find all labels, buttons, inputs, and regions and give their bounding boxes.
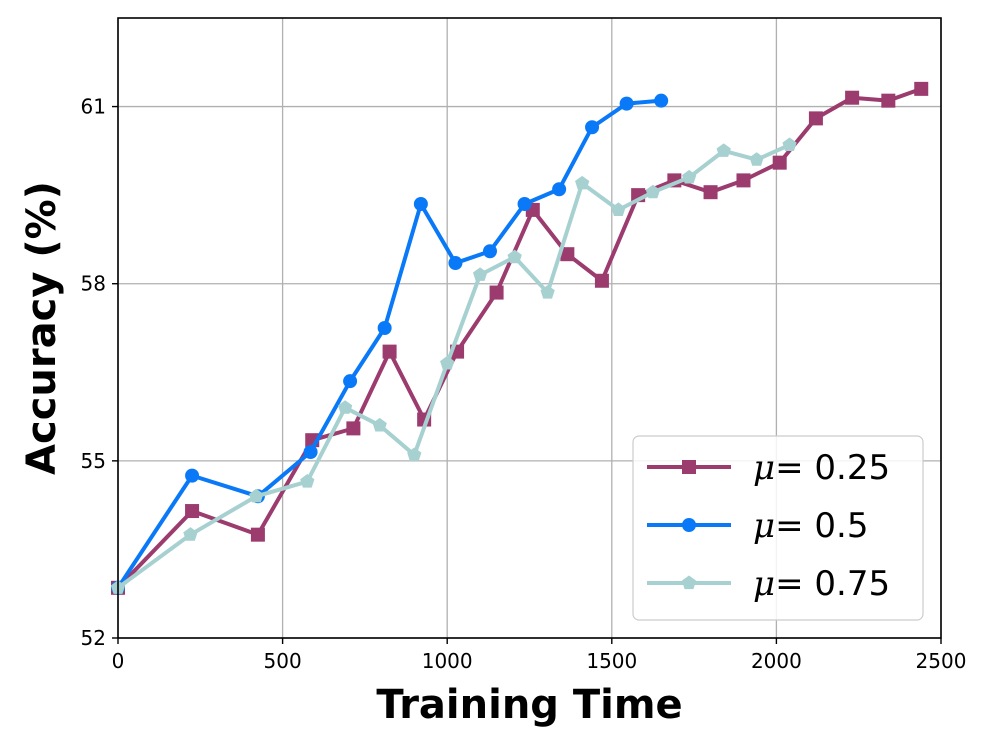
series-layer — [110, 81, 929, 595]
data-point — [845, 90, 860, 105]
y-tick-label: 61 — [81, 95, 106, 119]
data-point — [645, 184, 661, 199]
data-point — [540, 285, 555, 299]
data-point — [808, 111, 823, 126]
x-axis-label: Training Time — [376, 682, 682, 728]
legend-mu-symbol: μ — [753, 564, 775, 604]
legend-mu-symbol: μ — [753, 448, 775, 488]
data-point — [782, 137, 797, 152]
data-point — [881, 93, 896, 108]
y-axis-ticks: 52 55 58 61 — [81, 95, 118, 650]
x-tick-label: 0 — [112, 649, 125, 673]
data-point — [772, 155, 787, 170]
x-axis-ticks: 0 500 1000 1500 2000 2500 — [112, 638, 967, 673]
data-point — [749, 152, 764, 166]
y-tick-label: 58 — [81, 272, 106, 296]
data-point — [377, 321, 392, 335]
series-line — [116, 143, 791, 590]
data-point — [382, 344, 397, 359]
legend: μ= 0.25μ= 0.5μ= 0.75 — [632, 435, 924, 621]
legend-mu-value: = 0.75 — [775, 564, 890, 604]
data-point — [185, 468, 200, 483]
data-point — [716, 143, 731, 157]
x-tick-label: 1000 — [422, 649, 473, 673]
data-point — [619, 96, 634, 111]
legend-label: μ= 0.75 — [753, 564, 890, 604]
data-point — [552, 182, 567, 197]
data-point — [489, 285, 504, 300]
data-point — [594, 273, 609, 288]
legend-box — [632, 435, 924, 621]
data-point — [482, 244, 497, 259]
legend-marker — [682, 460, 696, 474]
data-point — [914, 81, 929, 96]
data-point — [185, 504, 200, 519]
data-point — [736, 173, 751, 188]
data-point — [703, 185, 718, 200]
data-point — [300, 474, 315, 488]
x-tick-label: 2000 — [751, 649, 802, 673]
legend-item: μ= 0.5 — [647, 506, 868, 546]
data-point — [575, 175, 590, 190]
data-point — [611, 202, 626, 216]
data-point — [338, 400, 353, 414]
data-point — [343, 374, 358, 389]
legend-mu-value: = 0.5 — [775, 506, 868, 546]
data-point — [346, 421, 361, 436]
legend-item: μ= 0.25 — [647, 448, 890, 488]
data-point — [413, 197, 428, 211]
data-point — [250, 527, 265, 542]
x-tick-label: 1500 — [586, 649, 637, 673]
data-point — [183, 527, 198, 541]
data-point — [407, 447, 422, 462]
y-tick-label: 55 — [81, 449, 106, 473]
plot-frame — [117, 17, 942, 639]
x-tick-label: 500 — [264, 649, 302, 673]
data-point — [472, 267, 488, 281]
data-point — [249, 488, 264, 503]
data-point — [585, 120, 600, 135]
data-point — [448, 256, 463, 271]
legend-item: μ= 0.75 — [647, 564, 890, 604]
data-point — [372, 417, 387, 432]
data-point — [560, 247, 575, 262]
data-point — [682, 169, 697, 184]
data-point — [517, 197, 532, 211]
data-point — [654, 93, 669, 108]
x-tick-label: 2500 — [916, 649, 967, 673]
series-3 — [110, 137, 797, 594]
legend-mu-value: = 0.25 — [775, 448, 890, 488]
legend-marker — [682, 518, 696, 532]
series-line — [116, 98, 662, 589]
y-tick-label: 52 — [81, 626, 106, 650]
data-point — [507, 249, 522, 264]
legend-label: μ= 0.5 — [753, 506, 868, 546]
y-axis-label: Accuracy (%) — [19, 181, 65, 475]
data-point — [303, 445, 318, 459]
legend-marker — [681, 575, 697, 590]
legend-label: μ= 0.25 — [753, 448, 890, 488]
data-point — [440, 355, 455, 370]
legend-mu-symbol: μ — [753, 506, 775, 546]
